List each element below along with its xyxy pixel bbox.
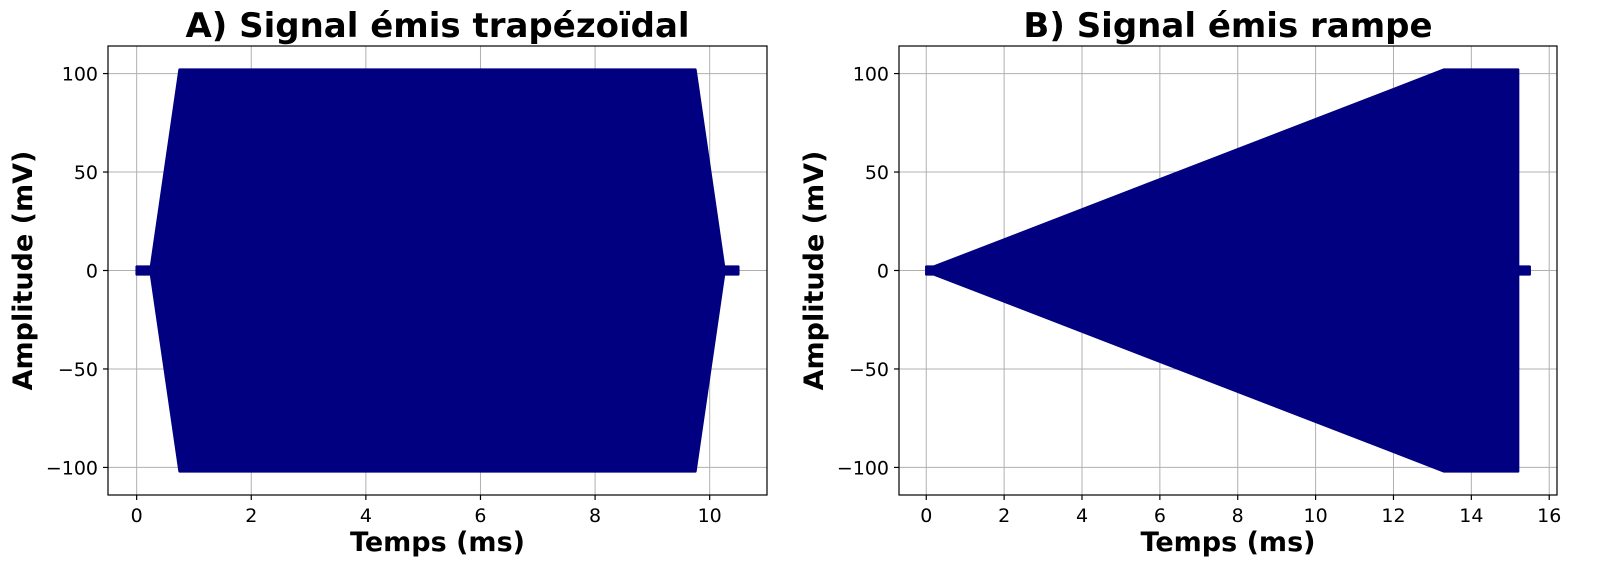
y-axis-label: Amplitude (mV) xyxy=(799,151,830,391)
x-tick-label: 0 xyxy=(131,505,143,527)
chart-title: A) Signal émis trapézoïdal xyxy=(185,6,689,46)
y-tick-label: 100 xyxy=(62,64,98,86)
x-tick-label: 14 xyxy=(1459,505,1483,527)
signal-series xyxy=(925,68,1531,473)
chart-panel-b: B) Signal émis rampe Temps (ms) Amplitud… xyxy=(799,6,1561,558)
x-tick-label: 8 xyxy=(589,505,601,527)
axis-ticks: 0 2 4 6 8 10 −100 −50 0 50 100 xyxy=(46,64,722,527)
x-tick-label: 2 xyxy=(998,505,1010,527)
y-tick-label: −100 xyxy=(46,457,98,479)
x-axis-label: Temps (ms) xyxy=(1141,527,1316,558)
x-tick-label: 6 xyxy=(1154,505,1166,527)
x-tick-label: 4 xyxy=(360,505,372,527)
x-tick-label: 10 xyxy=(698,505,722,527)
x-tick-label: 0 xyxy=(920,505,932,527)
x-tick-label: 2 xyxy=(245,505,257,527)
axes-frame xyxy=(898,45,1558,496)
y-tick-label: −50 xyxy=(58,359,98,381)
y-tick-label: 100 xyxy=(853,64,889,86)
x-tick-label: 12 xyxy=(1381,505,1405,527)
chart-title: B) Signal émis rampe xyxy=(1023,6,1432,46)
x-tick-label: 6 xyxy=(474,505,486,527)
axis-ticks: 0 2 4 6 8 10 12 14 16 −100 −50 0 50 100 xyxy=(837,64,1561,527)
y-tick-label: 0 xyxy=(877,261,889,283)
y-tick-label: 0 xyxy=(86,261,98,283)
x-tick-label: 8 xyxy=(1232,505,1244,527)
y-tick-label: 50 xyxy=(74,162,98,184)
plot-area xyxy=(135,68,740,473)
x-tick-label: 16 xyxy=(1537,505,1561,527)
y-tick-label: −100 xyxy=(837,457,889,479)
signal-series xyxy=(135,68,740,473)
chart-panel-a: A) Signal émis trapézoïdal Temps (ms) Am… xyxy=(8,6,768,558)
y-axis-label: Amplitude (mV) xyxy=(8,151,39,391)
axes-frame xyxy=(107,45,768,496)
x-tick-label: 4 xyxy=(1076,505,1088,527)
y-tick-label: 50 xyxy=(865,162,889,184)
plot-area xyxy=(925,68,1531,473)
y-tick-label: −50 xyxy=(849,359,889,381)
x-axis-label: Temps (ms) xyxy=(350,527,525,558)
x-tick-label: 10 xyxy=(1304,505,1328,527)
